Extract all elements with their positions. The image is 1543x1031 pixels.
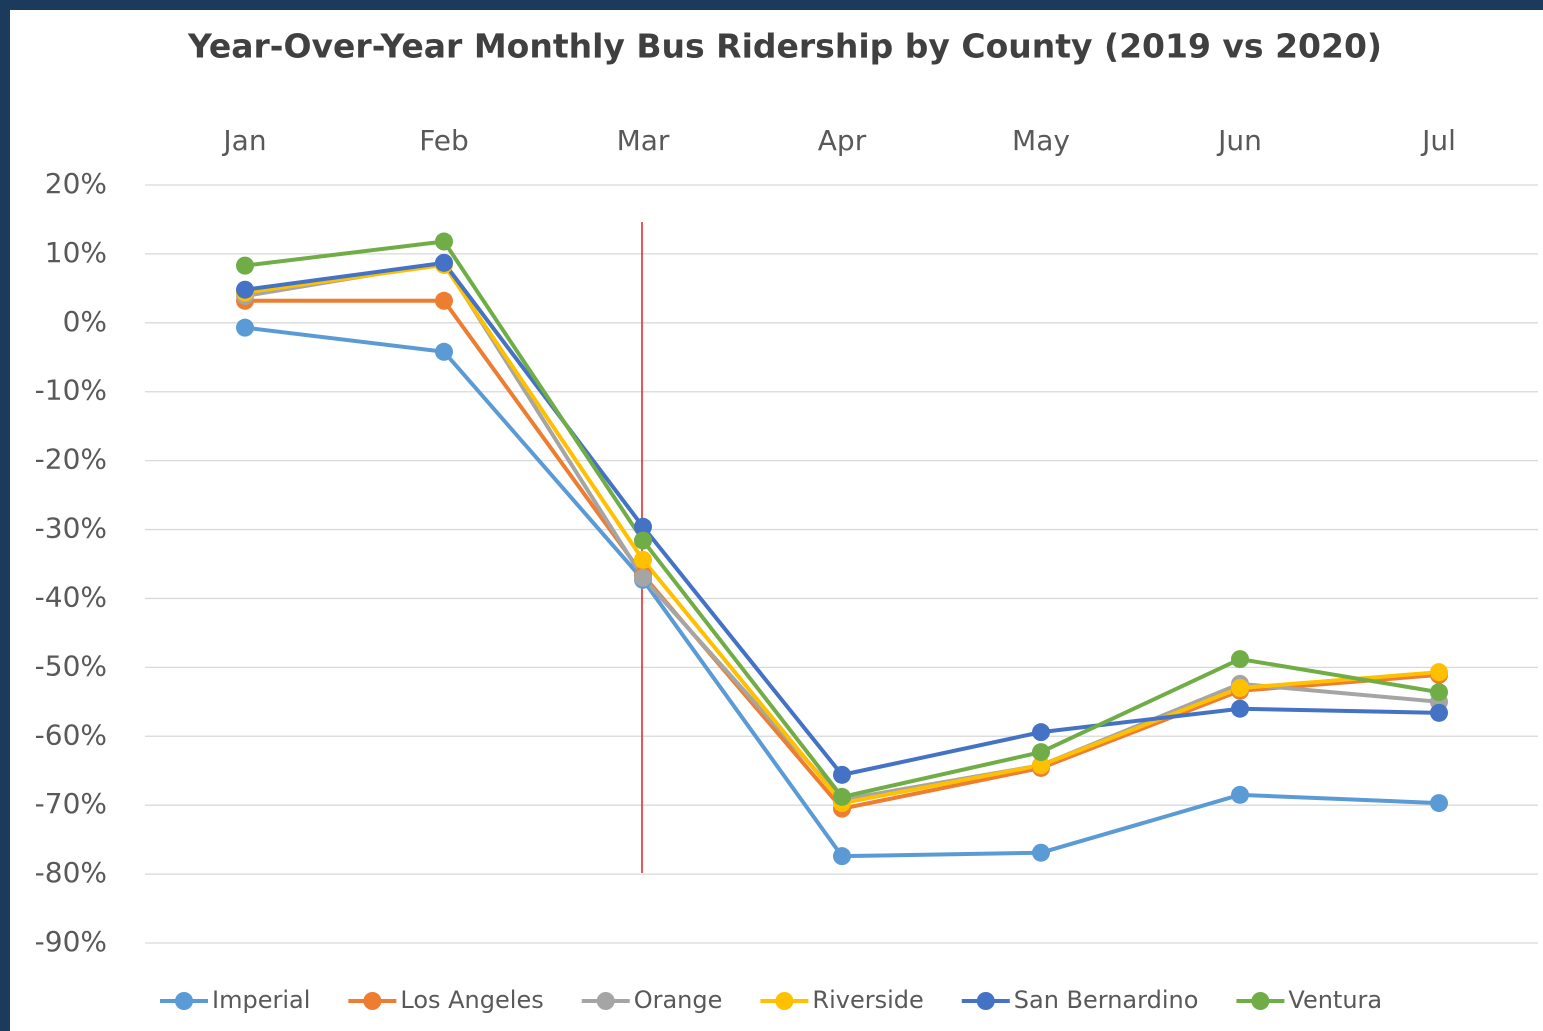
data-point — [634, 517, 652, 536]
chart-title: Year-Over-Year Monthly Bus Ridership by … — [187, 27, 1382, 66]
data-point — [1032, 756, 1050, 775]
data-point — [1231, 679, 1249, 698]
data-point — [1231, 699, 1249, 718]
legend-marker — [775, 992, 794, 1010]
y-tick-label: -70% — [35, 787, 107, 820]
x-tick-label: Jul — [1420, 124, 1456, 157]
data-point — [435, 342, 453, 361]
data-point — [833, 787, 851, 806]
data-point — [236, 318, 254, 337]
x-tick-label: Jun — [1216, 124, 1262, 157]
data-point — [634, 568, 652, 587]
y-tick-label: -90% — [35, 925, 107, 958]
x-tick-label: May — [1012, 124, 1070, 157]
data-point — [435, 253, 453, 272]
data-point — [1430, 794, 1448, 813]
data-point — [833, 847, 851, 866]
data-point — [1032, 843, 1050, 862]
legend-label: Riverside — [812, 986, 923, 1014]
y-tick-label: -80% — [35, 856, 107, 889]
data-point — [1430, 663, 1448, 682]
data-point — [1032, 743, 1050, 762]
data-point — [1430, 683, 1448, 702]
data-point — [435, 291, 453, 310]
y-tick-label: 10% — [45, 236, 107, 269]
data-point — [1032, 723, 1050, 742]
data-point — [1231, 650, 1249, 669]
y-tick-label: -10% — [35, 374, 107, 407]
y-tick-label: -60% — [35, 718, 107, 751]
data-point — [236, 256, 254, 275]
y-tick-label: -40% — [35, 580, 107, 613]
legend-label: Imperial — [212, 986, 310, 1014]
legend-marker — [596, 992, 615, 1010]
y-tick-label: 20% — [45, 167, 107, 200]
data-point — [1430, 703, 1448, 722]
legend: Imperial Los Angeles Orange Riverside San Be… — [160, 986, 1382, 1014]
data-point — [634, 550, 652, 569]
legend-marker — [976, 992, 995, 1010]
legend-label: Orange — [634, 986, 723, 1014]
y-tick-label: -30% — [35, 512, 107, 545]
y-tick-label: -20% — [35, 443, 107, 476]
x-tick-label: Jan — [221, 124, 266, 157]
x-tick-label: Apr — [818, 124, 867, 157]
grid: 20% 10% 0% -10% -20% -30% -40% -50% -60% -70% -80%… — [35, 124, 1538, 958]
legend-marker — [175, 992, 193, 1010]
chart-area — [10, 10, 1543, 1031]
plot — [236, 232, 1448, 866]
x-tick-label: Mar — [617, 124, 670, 157]
y-tick-label: 0% — [63, 305, 107, 338]
legend-label: Los Angeles — [400, 986, 543, 1014]
data-point — [634, 531, 652, 550]
legend-label: Ventura — [1288, 986, 1382, 1014]
data-point — [1231, 785, 1249, 804]
legend-marker — [1251, 992, 1270, 1010]
legend-label: San Bernardino — [1014, 986, 1199, 1014]
y-tick-label: -50% — [35, 649, 107, 682]
data-point — [435, 232, 453, 251]
legend-marker — [363, 992, 382, 1010]
data-point — [236, 280, 254, 299]
data-point — [833, 765, 851, 784]
x-tick-label: Feb — [419, 124, 469, 157]
